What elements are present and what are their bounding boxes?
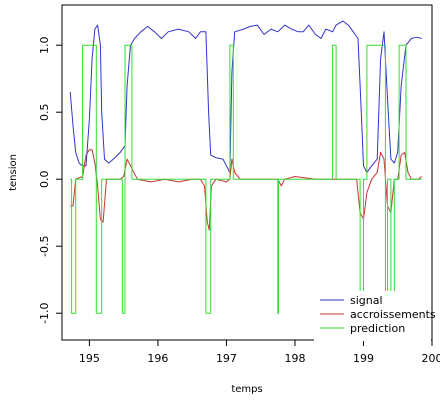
x-tick-label: 198 xyxy=(284,352,305,365)
y-axis-title: tension xyxy=(8,154,19,191)
x-tick-label: 196 xyxy=(147,352,168,365)
series-layer xyxy=(69,20,423,314)
x-tick-label: 197 xyxy=(216,352,237,365)
x-axis-title: temps xyxy=(231,384,262,395)
legend-label-prediction: prediction xyxy=(350,322,405,335)
x-tick-label: 200 xyxy=(422,352,440,365)
y-tick-label: 0.5 xyxy=(38,103,51,121)
x-tick-label: 199 xyxy=(353,352,374,365)
x-axis: 195 196 197 198 199 200 xyxy=(79,340,440,365)
series-line-prediction xyxy=(70,44,422,314)
legend-box xyxy=(314,291,431,341)
y-tick-label: -1.0 xyxy=(38,302,51,323)
legend-label-accroissements: accroissements xyxy=(350,308,436,321)
x-tick-label: 195 xyxy=(79,352,100,365)
plot-frame xyxy=(61,4,433,341)
y-tick-label: -0.5 xyxy=(38,235,51,256)
y-axis: -1.0 -0.5 0.0 0.5 1.0 xyxy=(38,36,62,324)
legend-label-signal: signal xyxy=(350,294,383,307)
y-tick-label: 1.0 xyxy=(38,36,51,54)
y-tick-label: 0.0 xyxy=(38,170,51,188)
